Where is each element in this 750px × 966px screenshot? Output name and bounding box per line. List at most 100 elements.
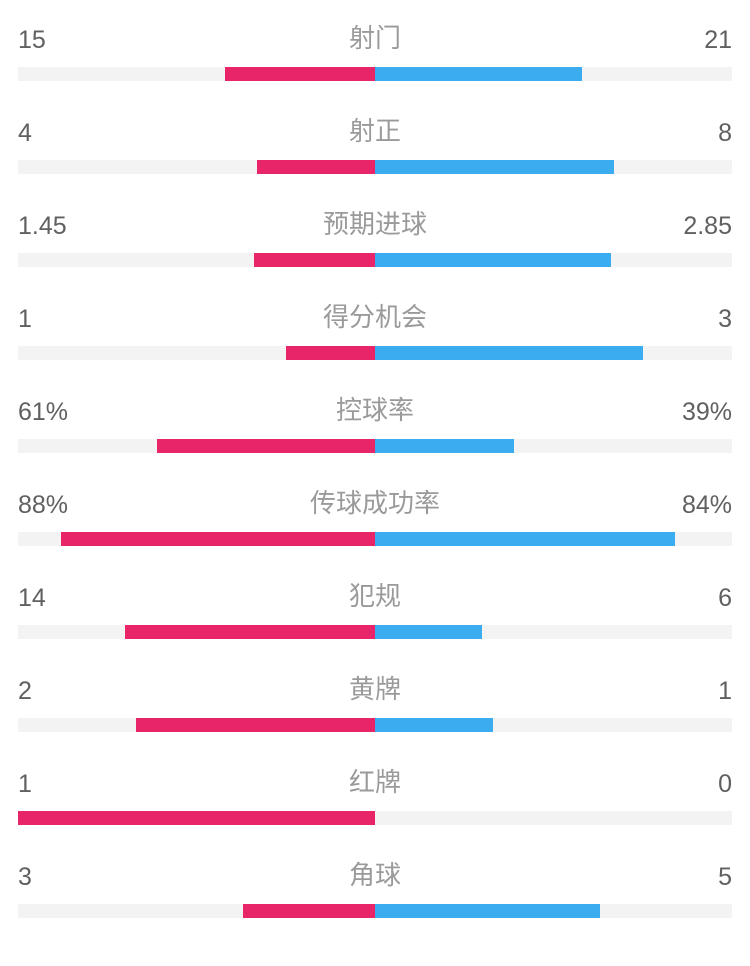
stat-bar-container [18, 811, 732, 825]
stat-bar-half-right [375, 811, 732, 825]
stat-bar-half-left [18, 160, 375, 174]
stat-bar-half-right [375, 346, 732, 360]
stat-value-right: 2.85 [682, 212, 732, 241]
stat-row: 1.45预期进球2.85 [18, 204, 732, 267]
stat-header: 2黄牌1 [18, 669, 732, 706]
stat-bar-half-left [18, 811, 375, 825]
stat-bar-fill-left [61, 532, 375, 546]
stat-value-right: 1 [682, 677, 732, 706]
stat-row: 15射门21 [18, 18, 732, 81]
stat-label: 犯规 [68, 576, 682, 613]
stat-bar-half-right [375, 625, 732, 639]
stat-bar-fill-left [125, 625, 375, 639]
stat-bar-fill-left [286, 346, 375, 360]
stat-row: 61%控球率39% [18, 390, 732, 453]
stat-bar-half-left [18, 67, 375, 81]
stat-label: 控球率 [68, 390, 682, 427]
stat-bar-fill-left [243, 904, 375, 918]
stat-row: 14犯规6 [18, 576, 732, 639]
stat-bar-fill-right [375, 253, 611, 267]
stat-row: 4射正8 [18, 111, 732, 174]
stat-label: 射门 [68, 18, 682, 55]
match-stats-container: 15射门214射正81.45预期进球2.851得分机会361%控球率39%88%… [18, 18, 732, 918]
stat-label: 得分机会 [68, 297, 682, 334]
stat-bar-container [18, 67, 732, 81]
stat-bar-fill-left [18, 811, 375, 825]
stat-bar-fill-left [136, 718, 375, 732]
stat-value-right: 39% [682, 398, 732, 427]
stat-bar-fill-right [375, 625, 482, 639]
stat-bar-fill-right [375, 532, 675, 546]
stat-label: 射正 [68, 111, 682, 148]
stat-bar-half-right [375, 718, 732, 732]
stat-value-left: 15 [18, 26, 68, 55]
stat-bar-half-left [18, 718, 375, 732]
stat-header: 15射门21 [18, 18, 732, 55]
stat-header: 4射正8 [18, 111, 732, 148]
stat-value-left: 88% [18, 491, 68, 520]
stat-bar-fill-right [375, 718, 493, 732]
stat-bar-container [18, 718, 732, 732]
stat-row: 88%传球成功率84% [18, 483, 732, 546]
stat-bar-fill-left [157, 439, 375, 453]
stat-bar-half-right [375, 253, 732, 267]
stat-bar-fill-right [375, 346, 643, 360]
stat-header: 3角球5 [18, 855, 732, 892]
stat-label: 黄牌 [68, 669, 682, 706]
stat-label: 红牌 [68, 762, 682, 799]
stat-bar-fill-right [375, 160, 614, 174]
stat-header: 1得分机会3 [18, 297, 732, 334]
stat-value-right: 3 [682, 305, 732, 334]
stat-bar-fill-left [257, 160, 375, 174]
stat-value-right: 8 [682, 119, 732, 148]
stat-value-right: 0 [682, 770, 732, 799]
stat-bar-half-right [375, 532, 732, 546]
stat-bar-fill-left [225, 67, 375, 81]
stat-value-left: 1 [18, 770, 68, 799]
stat-bar-container [18, 346, 732, 360]
stat-bar-fill-right [375, 67, 582, 81]
stat-value-left: 3 [18, 863, 68, 892]
stat-header: 88%传球成功率84% [18, 483, 732, 520]
stat-bar-half-right [375, 160, 732, 174]
stat-bar-half-right [375, 439, 732, 453]
stat-value-right: 5 [682, 863, 732, 892]
stat-bar-container [18, 532, 732, 546]
stat-header: 1.45预期进球2.85 [18, 204, 732, 241]
stat-bar-fill-right [375, 439, 514, 453]
stat-bar-fill-left [254, 253, 375, 267]
stat-bar-container [18, 904, 732, 918]
stat-row: 1红牌0 [18, 762, 732, 825]
stat-bar-half-left [18, 625, 375, 639]
stat-value-left: 1 [18, 305, 68, 334]
stat-bar-half-left [18, 253, 375, 267]
stat-bar-half-left [18, 904, 375, 918]
stat-bar-fill-right [375, 904, 600, 918]
stat-label: 角球 [68, 855, 682, 892]
stat-bar-half-left [18, 346, 375, 360]
stat-row: 2黄牌1 [18, 669, 732, 732]
stat-header: 1红牌0 [18, 762, 732, 799]
stat-bar-container [18, 625, 732, 639]
stat-bar-container [18, 439, 732, 453]
stat-bar-container [18, 160, 732, 174]
stat-value-left: 61% [18, 398, 68, 427]
stat-bar-half-right [375, 67, 732, 81]
stat-label: 传球成功率 [68, 483, 682, 520]
stat-value-left: 2 [18, 677, 68, 706]
stat-bar-half-left [18, 532, 375, 546]
stat-bar-half-left [18, 439, 375, 453]
stat-value-left: 14 [18, 584, 68, 613]
stat-value-right: 84% [682, 491, 732, 520]
stat-row: 3角球5 [18, 855, 732, 918]
stat-value-left: 4 [18, 119, 68, 148]
stat-value-right: 21 [682, 26, 732, 55]
stat-header: 14犯规6 [18, 576, 732, 613]
stat-header: 61%控球率39% [18, 390, 732, 427]
stat-row: 1得分机会3 [18, 297, 732, 360]
stat-label: 预期进球 [68, 204, 682, 241]
stat-bar-container [18, 253, 732, 267]
stat-bar-half-right [375, 904, 732, 918]
stat-value-left: 1.45 [18, 212, 68, 241]
stat-value-right: 6 [682, 584, 732, 613]
